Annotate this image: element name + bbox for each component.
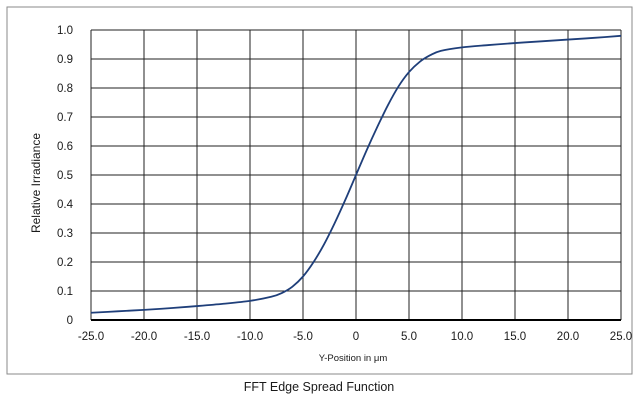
y-axis-label: Relative Irradiance [29,133,43,233]
y-tick-label: 0.6 [57,141,73,153]
y-tick-label: 0.5 [57,170,73,182]
y-tick-label: 0.9 [57,54,73,66]
grid [90,29,622,321]
x-tick-label: -15.0 [184,331,210,343]
y-tick-label: 0.2 [57,257,73,269]
y-tick-label: 0.1 [57,286,73,298]
x-tick-label: 0 [353,331,359,343]
y-tick-labels: 0 0.1 0.2 0.3 0.4 0.5 0.6 0.7 0.8 0.9 1.0 [57,25,74,327]
x-tick-label: 5.0 [401,331,417,343]
series-line [90,34,622,314]
chart-title: FFT Edge Spread Function [244,380,395,394]
x-tick-label: 15.0 [504,331,526,343]
x-tick-label: 20.0 [557,331,579,343]
x-axis-label: Y-Position in μm [319,353,388,364]
x-tick-label: -20.0 [131,331,157,343]
y-tick-label: 0.3 [57,228,73,240]
x-tick-label: -5.0 [293,331,313,343]
x-tick-label: -10.0 [237,331,263,343]
x-tick-label: 25.0 [610,331,632,343]
x-tick-labels: -25.0 -20.0 -15.0 -10.0 -5.0 0 5.0 10.0 15.0 20.0… [78,331,632,343]
chart-frame [6,6,633,375]
y-tick-label: 0.4 [57,199,74,211]
y-tick-label: 0.7 [57,112,73,124]
x-tick-label: 10.0 [451,331,473,343]
y-tick-label: 0.8 [57,83,73,95]
x-tick-label: -25.0 [78,331,104,343]
y-tick-label: 0 [67,315,73,327]
y-tick-label: 1.0 [57,25,73,37]
